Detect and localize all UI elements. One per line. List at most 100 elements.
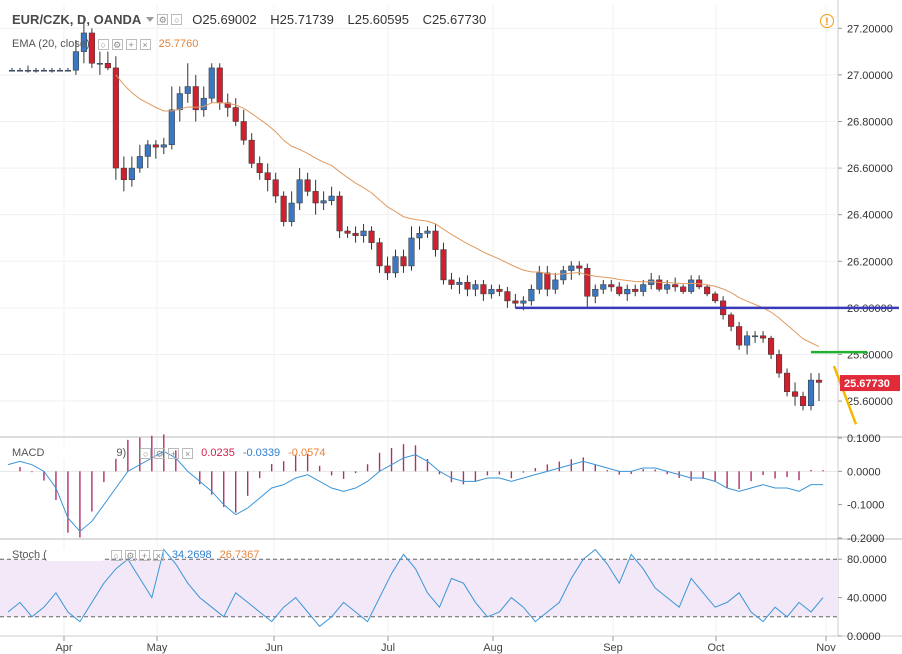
candle-body xyxy=(40,69,48,72)
candle-down xyxy=(760,331,767,343)
candle-body xyxy=(664,284,671,290)
candle-down xyxy=(440,242,447,285)
candle-down xyxy=(768,335,775,360)
candle-body xyxy=(72,51,79,71)
settings-icon[interactable]: ⚙ xyxy=(111,38,123,50)
close-value: C25.67730 xyxy=(422,12,487,27)
candle-body xyxy=(496,288,503,292)
candle-body xyxy=(136,156,143,169)
candle-down xyxy=(304,172,311,197)
candle-body xyxy=(416,233,423,239)
candle-down xyxy=(272,172,279,204)
candle-body xyxy=(704,286,711,295)
candle-body xyxy=(88,32,95,64)
eye-icon[interactable]: ○ xyxy=(110,549,122,561)
add-icon[interactable]: + xyxy=(138,549,150,561)
candle-body xyxy=(184,86,191,94)
candle-up xyxy=(32,67,40,73)
candle-body xyxy=(504,291,511,302)
y-tick-label: 26.60000 xyxy=(847,163,893,175)
candle-body xyxy=(520,300,527,304)
candle-up xyxy=(560,265,567,285)
low-value: L25.60595 xyxy=(347,12,409,27)
candle-body xyxy=(752,335,759,338)
candle-body xyxy=(400,256,407,267)
candle-body xyxy=(448,279,455,285)
symbol-title[interactable]: EUR/CZK, D, OANDA xyxy=(12,12,142,27)
candle-body xyxy=(783,372,791,392)
candle-up xyxy=(48,67,55,73)
candle-up xyxy=(568,261,575,280)
candle-down xyxy=(584,263,591,308)
candle-body xyxy=(8,69,16,72)
candle-down xyxy=(815,373,823,402)
candle-up xyxy=(96,51,103,75)
candle-up xyxy=(8,67,16,72)
candle-body xyxy=(608,284,615,288)
high-value: H25.71739 xyxy=(270,12,334,27)
close-icon[interactable]: × xyxy=(182,447,194,459)
close-icon[interactable]: × xyxy=(139,38,151,50)
candle-body xyxy=(584,268,591,297)
candle-down xyxy=(120,156,127,192)
candle-body xyxy=(248,139,255,164)
candle-body xyxy=(528,288,535,302)
add-icon[interactable]: + xyxy=(125,38,137,50)
settings-icon[interactable]: ⚙ xyxy=(154,447,166,459)
ema-label[interactable]: EMA (20, close) xyxy=(12,38,90,50)
candle-body xyxy=(280,195,287,222)
candle-down xyxy=(512,293,519,308)
x-tick-label: Jun xyxy=(265,642,283,654)
candle-body xyxy=(480,284,487,295)
close-icon[interactable]: × xyxy=(152,549,164,561)
settings-icon[interactable]: ⚙ xyxy=(124,549,136,561)
candle-down xyxy=(799,391,807,411)
hide-icon[interactable]: ○ xyxy=(171,14,183,25)
candle-body xyxy=(512,300,519,304)
stoch-k-line xyxy=(7,548,824,628)
candle-up xyxy=(688,275,695,294)
candle-body xyxy=(320,200,327,204)
candle-body xyxy=(232,107,239,122)
candle-down xyxy=(464,275,471,297)
candle-body xyxy=(48,69,55,72)
candle-up xyxy=(168,86,175,150)
warning-icon[interactable]: ! xyxy=(820,14,834,28)
eye-icon[interactable]: ○ xyxy=(140,447,152,459)
candle-up xyxy=(144,140,151,169)
candle-down xyxy=(791,382,799,406)
macd-label[interactable]: MACD xyxy=(12,447,45,459)
ema-value: 25.7760 xyxy=(158,38,199,50)
candle-up xyxy=(744,331,751,355)
add-icon[interactable]: + xyxy=(168,447,180,459)
candle-up xyxy=(752,331,759,343)
eye-icon[interactable]: ○ xyxy=(97,38,109,50)
candle-down xyxy=(776,349,783,378)
candle-down xyxy=(248,133,255,169)
candle-body xyxy=(791,391,799,397)
stoch-label[interactable]: Stoch ( xyxy=(12,549,47,561)
settings-icon[interactable]: ⚙ xyxy=(157,14,169,25)
candle-down xyxy=(712,291,719,304)
candle-body xyxy=(656,279,663,290)
candle-up xyxy=(624,284,631,301)
candle-down xyxy=(608,279,615,292)
candle-body xyxy=(128,167,135,180)
open-value: O25.69002 xyxy=(192,12,257,27)
candle-body xyxy=(760,335,767,339)
candle-up xyxy=(296,168,303,211)
candle-down xyxy=(656,275,663,292)
candle-body xyxy=(624,288,631,295)
candle-down xyxy=(152,140,159,159)
x-tick-label: Jul xyxy=(381,642,395,654)
x-tick-label: Sep xyxy=(603,642,623,654)
macd-value-3: -0.0574 xyxy=(288,447,326,459)
candle-body xyxy=(807,379,815,406)
candle-down xyxy=(632,284,639,297)
candle-body xyxy=(328,195,335,201)
candle-body xyxy=(432,230,439,250)
dropdown-icon[interactable] xyxy=(146,17,155,22)
candle-up xyxy=(528,284,535,306)
y-tick-label: 26.20000 xyxy=(847,256,893,268)
